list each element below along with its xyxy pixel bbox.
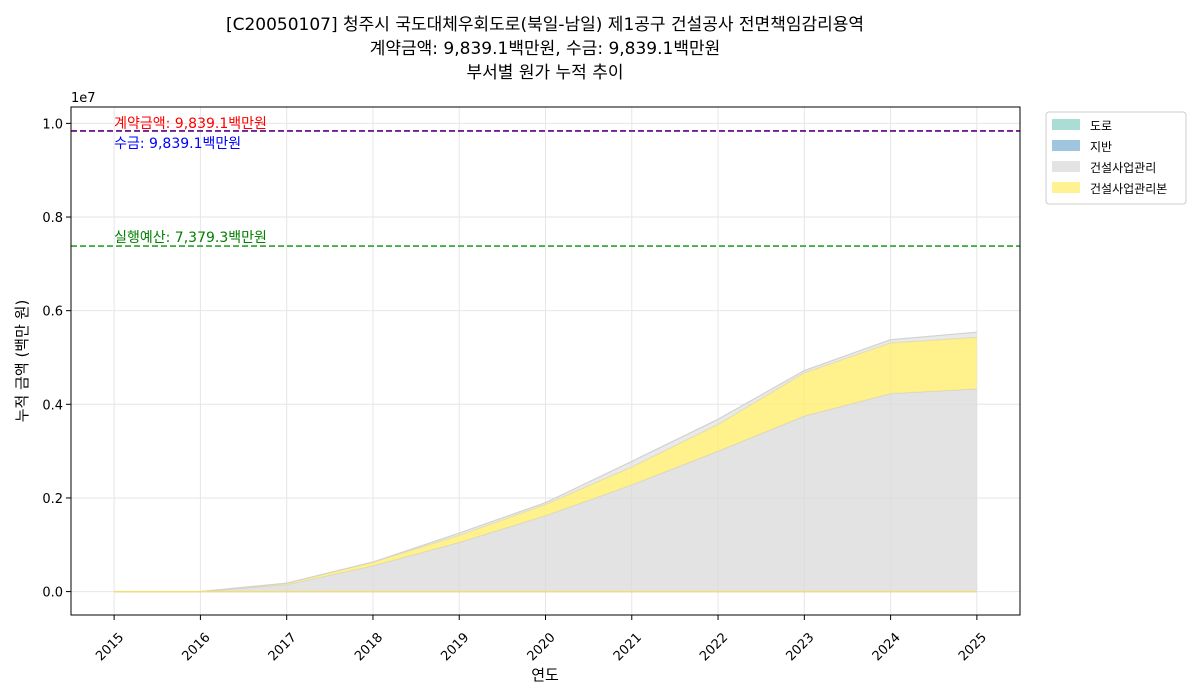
x-tick-label: 2020 — [525, 630, 559, 664]
y-scale-label: 1e7 — [71, 91, 96, 106]
legend-frame — [1045, 111, 1187, 205]
y-tick-label: 0.0 — [42, 586, 63, 601]
outline-edge — [114, 331, 977, 593]
legend-label-0: 도로 — [1090, 119, 1112, 133]
x-tick-label: 2015 — [93, 630, 127, 664]
y-axis-ticks: 0.0 0.2 0.4 0.6 0.8 1.0 — [42, 117, 71, 601]
area-series-2 — [114, 388, 977, 592]
x-tick-label: 2022 — [697, 630, 731, 664]
x-tick-label: 2016 — [180, 630, 214, 664]
area-layer — [114, 331, 977, 593]
legend-swatch-2 — [1052, 161, 1080, 172]
x-axis-ticks: 2015 2016 2017 2018 2019 2020 2021 2022 2023 2024… — [93, 615, 990, 664]
reference-label-0: 계약금액: 9,839.1백만원 — [114, 116, 267, 132]
title-line-1: [C20050107] 청주시 국도대체우회도로(북일-남일) 제1공구 건설공… — [226, 15, 864, 35]
x-tick-label: 2019 — [438, 630, 472, 664]
reference-label-1: 수금: 9,839.1백만원 — [114, 136, 241, 152]
area-series-3 — [114, 337, 977, 592]
y-axis-label: 누적 금액 (백만 원) — [13, 300, 31, 423]
chart-title: [C20050107] 청주시 국도대체우회도로(북일-남일) 제1공구 건설공… — [226, 15, 864, 83]
y-tick-label: 1.0 — [42, 117, 63, 132]
reference-label-2: 실행예산: 7,379.3백만원 — [114, 230, 267, 246]
y-tick-label: 0.8 — [42, 211, 63, 226]
x-tick-label: 2017 — [266, 630, 300, 664]
legend-swatch-1 — [1052, 140, 1080, 151]
x-tick-label: 2021 — [611, 630, 645, 664]
x-axis-label: 연도 — [531, 666, 559, 684]
legend-swatch-0 — [1052, 119, 1080, 130]
y-tick-label: 0.2 — [42, 492, 63, 507]
legend-label-1: 지반 — [1090, 140, 1112, 154]
y-tick-label: 0.6 — [42, 305, 63, 320]
x-tick-label: 2018 — [352, 630, 386, 664]
legend-label-2: 건설사업관리 — [1090, 161, 1156, 175]
x-tick-label: 2023 — [783, 630, 817, 664]
y-tick-label: 0.4 — [42, 398, 63, 413]
x-tick-label: 2025 — [956, 630, 990, 664]
title-line-3: 부서별 원가 누적 추이 — [467, 63, 624, 83]
legend-label-3: 건설사업관리본 — [1090, 182, 1167, 196]
x-tick-label: 2024 — [870, 630, 904, 664]
legend-swatch-3 — [1052, 182, 1080, 193]
outline-area — [114, 332, 977, 592]
title-line-2: 계약금액: 9,839.1백만원, 수금: 9,839.1백만원 — [370, 39, 721, 59]
